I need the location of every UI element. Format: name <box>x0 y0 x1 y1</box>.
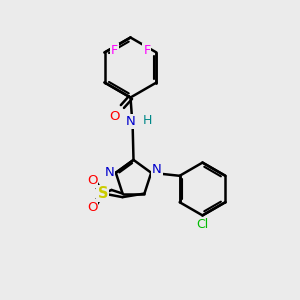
Text: F: F <box>111 44 118 58</box>
Text: F: F <box>143 44 150 58</box>
Text: O: O <box>87 200 98 214</box>
Text: O: O <box>87 173 98 187</box>
Text: N: N <box>104 166 114 179</box>
Text: S: S <box>98 186 108 201</box>
Text: N: N <box>126 115 136 128</box>
Text: N: N <box>152 163 161 176</box>
Text: Cl: Cl <box>196 218 208 231</box>
Text: O: O <box>109 110 119 123</box>
Text: H: H <box>142 114 152 128</box>
